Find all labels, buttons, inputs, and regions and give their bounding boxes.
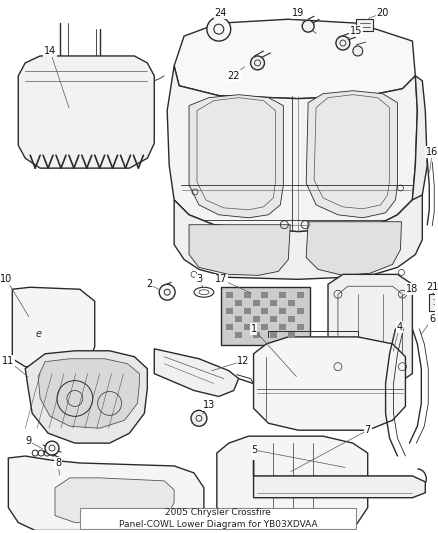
Bar xyxy=(261,324,268,330)
Text: 4: 4 xyxy=(396,322,403,332)
Text: 7: 7 xyxy=(364,425,371,435)
Circle shape xyxy=(207,17,231,41)
Bar xyxy=(261,292,268,298)
Text: 16: 16 xyxy=(426,147,438,157)
Bar xyxy=(253,300,259,306)
Bar xyxy=(80,507,356,529)
Polygon shape xyxy=(8,456,204,530)
Bar xyxy=(288,332,295,338)
Text: 24: 24 xyxy=(215,9,227,18)
Bar xyxy=(226,292,233,298)
Text: 3: 3 xyxy=(196,274,202,284)
Text: 21: 21 xyxy=(426,282,438,292)
Text: 13: 13 xyxy=(203,400,215,410)
Bar xyxy=(270,300,277,306)
Polygon shape xyxy=(306,91,398,218)
Text: 19: 19 xyxy=(292,9,304,18)
Text: 2005 Chrysler Crossfire
Panel-COWL Lower Diagram for YB03XDVAA: 2005 Chrysler Crossfire Panel-COWL Lower… xyxy=(119,508,317,529)
Bar xyxy=(235,300,242,306)
Circle shape xyxy=(191,410,207,426)
Text: 22: 22 xyxy=(227,71,240,81)
Bar xyxy=(249,488,308,515)
Bar xyxy=(297,324,304,330)
Polygon shape xyxy=(18,56,154,168)
Circle shape xyxy=(302,20,314,32)
Text: 15: 15 xyxy=(350,26,362,36)
Bar xyxy=(253,316,259,322)
Text: 8: 8 xyxy=(55,458,61,468)
Polygon shape xyxy=(174,19,415,99)
Polygon shape xyxy=(154,349,239,397)
Bar xyxy=(253,332,259,338)
Text: 10: 10 xyxy=(0,274,13,284)
Circle shape xyxy=(353,46,363,56)
Circle shape xyxy=(251,56,265,70)
Text: 12: 12 xyxy=(237,356,250,366)
Bar xyxy=(288,316,295,322)
Polygon shape xyxy=(429,294,438,311)
Polygon shape xyxy=(174,195,422,279)
Polygon shape xyxy=(167,66,417,232)
Polygon shape xyxy=(25,351,147,443)
Bar xyxy=(244,292,251,298)
Bar xyxy=(221,287,310,345)
Circle shape xyxy=(159,284,175,300)
Polygon shape xyxy=(328,274,413,384)
Bar xyxy=(261,308,268,314)
Text: 20: 20 xyxy=(376,9,389,18)
Text: 2: 2 xyxy=(146,279,152,289)
Circle shape xyxy=(45,441,59,455)
Bar xyxy=(244,308,251,314)
Bar xyxy=(297,292,304,298)
Circle shape xyxy=(336,36,350,50)
Bar xyxy=(288,300,295,306)
Polygon shape xyxy=(254,460,425,498)
Text: 11: 11 xyxy=(2,356,14,366)
Text: 17: 17 xyxy=(215,274,227,284)
Bar xyxy=(270,316,277,322)
Polygon shape xyxy=(38,359,139,428)
Polygon shape xyxy=(217,436,368,532)
Text: 18: 18 xyxy=(406,284,419,294)
Text: 14: 14 xyxy=(44,46,56,56)
Polygon shape xyxy=(306,222,402,276)
Polygon shape xyxy=(356,19,373,31)
Polygon shape xyxy=(254,337,406,430)
Bar xyxy=(279,292,286,298)
Polygon shape xyxy=(55,478,174,522)
Bar xyxy=(279,324,286,330)
Bar xyxy=(124,503,146,521)
Bar xyxy=(270,332,277,338)
Text: 1: 1 xyxy=(251,324,257,334)
Text: e: e xyxy=(35,329,41,339)
Polygon shape xyxy=(189,225,290,276)
Bar xyxy=(279,308,286,314)
Bar xyxy=(244,324,251,330)
Polygon shape xyxy=(12,287,95,367)
Bar xyxy=(90,503,117,521)
Bar xyxy=(235,332,242,338)
Bar xyxy=(226,308,233,314)
Polygon shape xyxy=(189,95,283,218)
Bar xyxy=(226,324,233,330)
Bar xyxy=(297,308,304,314)
Polygon shape xyxy=(398,76,427,215)
Text: 5: 5 xyxy=(251,445,258,455)
Bar xyxy=(261,492,283,511)
Text: 6: 6 xyxy=(429,314,435,324)
Bar xyxy=(235,316,242,322)
Text: 9: 9 xyxy=(25,436,31,446)
